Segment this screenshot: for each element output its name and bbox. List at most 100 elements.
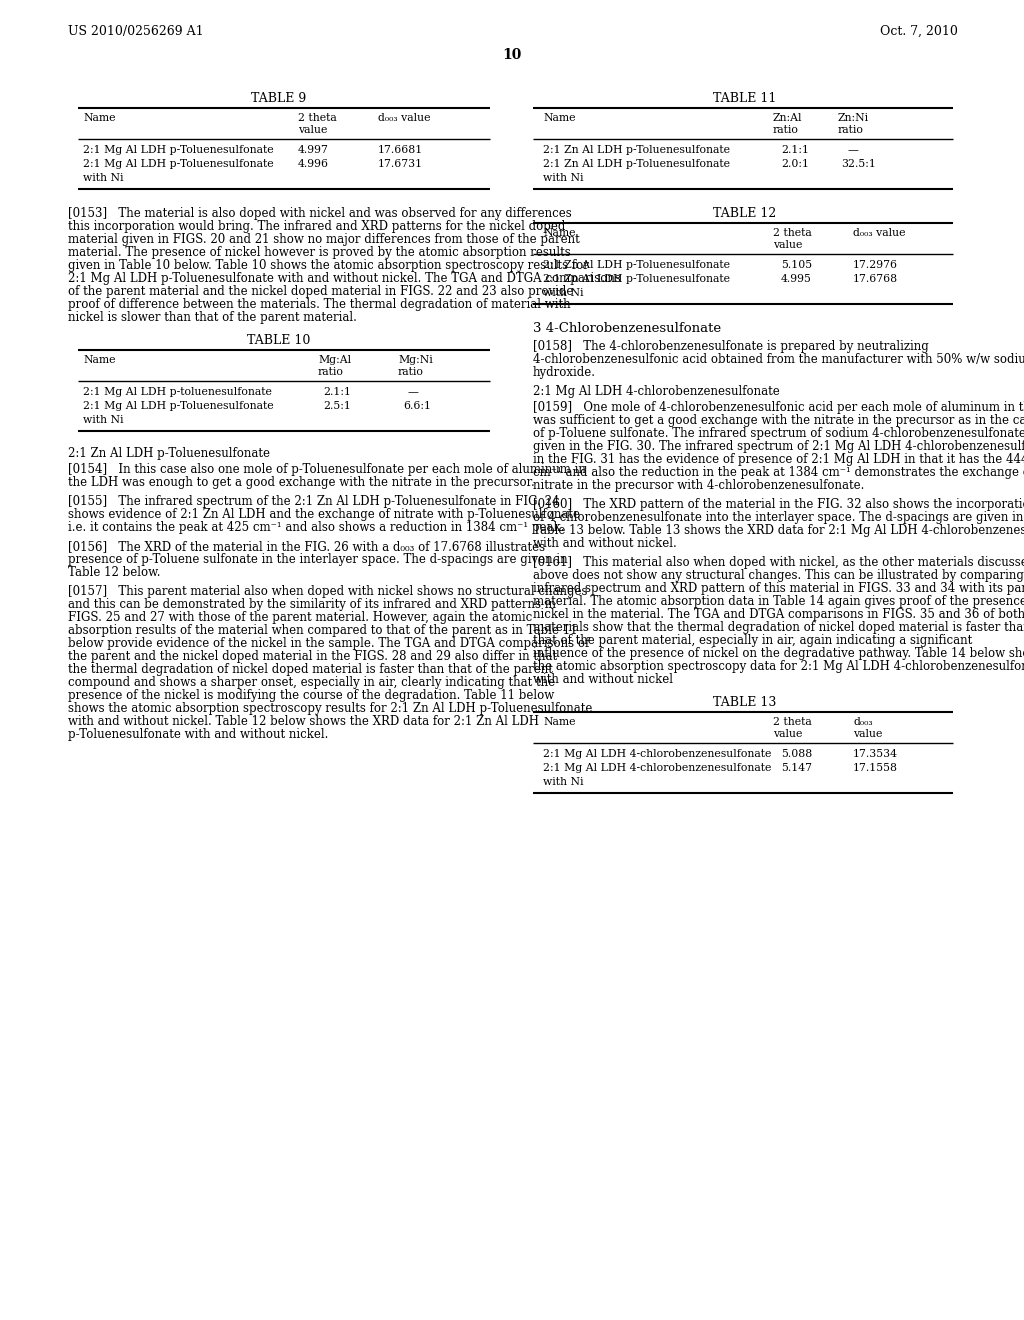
Text: absorption results of the material when compared to that of the parent as in Tab: absorption results of the material when … <box>68 624 578 638</box>
Text: d₀₀₃ value: d₀₀₃ value <box>853 228 905 238</box>
Text: 4.997: 4.997 <box>298 145 329 154</box>
Text: the parent and the nickel doped material in the FIGS. 28 and 29 also differ in t: the parent and the nickel doped material… <box>68 649 557 663</box>
Text: Name: Name <box>83 355 116 366</box>
Text: with Ni: with Ni <box>543 173 584 183</box>
Text: 2:1 Zn Al LDH p-Toluenesulfonate: 2:1 Zn Al LDH p-Toluenesulfonate <box>543 145 730 154</box>
Text: 17.6731: 17.6731 <box>378 158 423 169</box>
Text: and this can be demonstrated by the similarity of its infrared and XRD patterns : and this can be demonstrated by the simi… <box>68 598 556 611</box>
Text: above does not show any structural changes. This can be illustrated by comparing: above does not show any structural chang… <box>534 569 1024 582</box>
Text: of the parent material and the nickel doped material in FIGS. 22 and 23 also pro: of the parent material and the nickel do… <box>68 285 573 298</box>
Text: 2:1 Mg Al LDH 4-chlorobenzenesulfonate: 2:1 Mg Al LDH 4-chlorobenzenesulfonate <box>543 763 771 774</box>
Text: 5.147: 5.147 <box>781 763 812 774</box>
Text: 2:1 Zn Al LDH p-Toluenesulfonate: 2:1 Zn Al LDH p-Toluenesulfonate <box>543 260 730 271</box>
Text: 17.1558: 17.1558 <box>853 763 898 774</box>
Text: 32.5:1: 32.5:1 <box>841 158 876 169</box>
Text: 17.6681: 17.6681 <box>378 145 423 154</box>
Text: cm⁻¹ and also the reduction in the peak at 1384 cm⁻¹ demonstrates the exchange o: cm⁻¹ and also the reduction in the peak … <box>534 466 1024 479</box>
Text: 2:1 Zn Al LDH p-Toluenesulfonate: 2:1 Zn Al LDH p-Toluenesulfonate <box>543 275 730 284</box>
Text: nickel in the material. The TGA and DTGA comparisons in FIGS. 35 and 36 of both : nickel in the material. The TGA and DTGA… <box>534 609 1024 620</box>
Text: value: value <box>298 125 328 135</box>
Text: value: value <box>853 729 883 739</box>
Text: 2:1 Zn Al LDH p-Toluenesulfonate: 2:1 Zn Al LDH p-Toluenesulfonate <box>68 447 270 459</box>
Text: was sufficient to get a good exchange with the nitrate in the precursor as in th: was sufficient to get a good exchange wi… <box>534 414 1024 426</box>
Text: in the FIG. 31 has the evidence of presence of 2:1 Mg Al LDH in that it has the : in the FIG. 31 has the evidence of prese… <box>534 453 1024 466</box>
Text: material given in FIGS. 20 and 21 show no major differences from those of the pa: material given in FIGS. 20 and 21 show n… <box>68 234 580 246</box>
Text: materials show that the thermal degradation of nickel doped material is faster t: materials show that the thermal degradat… <box>534 620 1024 634</box>
Text: 4-chlorobenzenesulfonic acid obtained from the manufacturer with 50% w/w sodium: 4-chlorobenzenesulfonic acid obtained fr… <box>534 352 1024 366</box>
Text: FIGS. 25 and 27 with those of the parent material. However, again the atomic: FIGS. 25 and 27 with those of the parent… <box>68 611 532 624</box>
Text: d₀₀₃: d₀₀₃ <box>853 717 872 727</box>
Text: nitrate in the precursor with 4-chlorobenzenesulfonate.: nitrate in the precursor with 4-chlorobe… <box>534 479 864 492</box>
Text: TABLE 12: TABLE 12 <box>714 207 776 220</box>
Text: shows evidence of 2:1 Zn Al LDH and the exchange of nitrate with p-Toluenesulfon: shows evidence of 2:1 Zn Al LDH and the … <box>68 508 580 521</box>
Text: ratio: ratio <box>318 367 344 378</box>
Text: Name: Name <box>83 114 116 123</box>
Text: given in the FIG. 30. The infrared spectrum of 2:1 Mg Al LDH 4-chlorobenzenesulf: given in the FIG. 30. The infrared spect… <box>534 440 1024 453</box>
Text: 2 theta: 2 theta <box>773 228 812 238</box>
Text: 6.6:1: 6.6:1 <box>403 401 431 411</box>
Text: 10: 10 <box>503 48 521 62</box>
Text: ratio: ratio <box>398 367 424 378</box>
Text: with Ni: with Ni <box>543 288 584 298</box>
Text: with and without nickel. Table 12 below shows the XRD data for 2:1 Zn Al LDH: with and without nickel. Table 12 below … <box>68 715 539 729</box>
Text: Name: Name <box>543 114 575 123</box>
Text: with Ni: with Ni <box>83 173 124 183</box>
Text: 3 4-Chlorobenzenesulfonate: 3 4-Chlorobenzenesulfonate <box>534 322 721 335</box>
Text: 2:1 Mg Al LDH 4-chlorobenzenesulfonate: 2:1 Mg Al LDH 4-chlorobenzenesulfonate <box>534 385 779 399</box>
Text: 2:1 Mg Al LDH 4-chlorobenzenesulfonate: 2:1 Mg Al LDH 4-chlorobenzenesulfonate <box>543 748 771 759</box>
Text: this incorporation would bring. The infrared and XRD patterns for the nickel dop: this incorporation would bring. The infr… <box>68 220 565 234</box>
Text: value: value <box>773 729 803 739</box>
Text: 2:1 Mg Al LDH p-Toluenesulfonate: 2:1 Mg Al LDH p-Toluenesulfonate <box>83 401 273 411</box>
Text: [0160]   The XRD pattern of the material in the FIG. 32 also shows the incorpora: [0160] The XRD pattern of the material i… <box>534 498 1024 511</box>
Text: Name: Name <box>543 717 575 727</box>
Text: —: — <box>848 145 859 154</box>
Text: TABLE 10: TABLE 10 <box>248 334 310 347</box>
Text: Mg:Al: Mg:Al <box>318 355 351 366</box>
Text: 2 theta: 2 theta <box>773 717 812 727</box>
Text: TABLE 11: TABLE 11 <box>714 92 776 106</box>
Text: Table 13 below. Table 13 shows the XRD data for 2:1 Mg Al LDH 4-chlorobenzenesul: Table 13 below. Table 13 shows the XRD d… <box>534 524 1024 537</box>
Text: Table 12 below.: Table 12 below. <box>68 566 161 579</box>
Text: Name: Name <box>543 228 575 238</box>
Text: 2.1:1: 2.1:1 <box>781 145 809 154</box>
Text: 2:1 Mg Al LDH p-Toluenesulfonate: 2:1 Mg Al LDH p-Toluenesulfonate <box>83 158 273 169</box>
Text: hydroxide.: hydroxide. <box>534 366 596 379</box>
Text: ratio: ratio <box>838 125 864 135</box>
Text: 2.1:1: 2.1:1 <box>323 387 351 397</box>
Text: p-Toluenesulfonate with and without nickel.: p-Toluenesulfonate with and without nick… <box>68 729 329 741</box>
Text: [0156]   The XRD of the material in the FIG. 26 with a d₀₀₃ of 17.6768 illustrat: [0156] The XRD of the material in the FI… <box>68 540 545 553</box>
Text: [0158]   The 4-chlorobenzenesulfonate is prepared by neutralizing: [0158] The 4-chlorobenzenesulfonate is p… <box>534 341 929 352</box>
Text: TABLE 9: TABLE 9 <box>251 92 306 106</box>
Text: [0159]   One mole of 4-chlorobenzenesulfonic acid per each mole of aluminum in t: [0159] One mole of 4-chlorobenzenesulfon… <box>534 401 1024 414</box>
Text: Zn:Ni: Zn:Ni <box>838 114 869 123</box>
Text: with and without nickel.: with and without nickel. <box>534 537 677 550</box>
Text: the atomic absorption spectroscopy data for 2:1 Mg Al LDH 4-chlorobenzenesulfona: the atomic absorption spectroscopy data … <box>534 660 1024 673</box>
Text: Oct. 7, 2010: Oct. 7, 2010 <box>880 25 958 38</box>
Text: 2:1 Mg Al LDH p-toluenesulfonate: 2:1 Mg Al LDH p-toluenesulfonate <box>83 387 272 397</box>
Text: 2.0:1: 2.0:1 <box>781 158 809 169</box>
Text: nickel is slower than that of the parent material.: nickel is slower than that of the parent… <box>68 312 357 323</box>
Text: of p-Toluene sulfonate. The infrared spectrum of sodium 4-chlorobenzenesulfonate: of p-Toluene sulfonate. The infrared spe… <box>534 426 1024 440</box>
Text: 4.995: 4.995 <box>781 275 812 284</box>
Text: US 2010/0256269 A1: US 2010/0256269 A1 <box>68 25 204 38</box>
Text: 2 theta: 2 theta <box>298 114 337 123</box>
Text: with Ni: with Ni <box>83 414 124 425</box>
Text: [0161]   This material also when doped with nickel, as the other materials discu: [0161] This material also when doped wit… <box>534 556 1024 569</box>
Text: the LDH was enough to get a good exchange with the nitrate in the precursor.: the LDH was enough to get a good exchang… <box>68 477 535 488</box>
Text: value: value <box>773 240 803 249</box>
Text: d₀₀₃ value: d₀₀₃ value <box>378 114 430 123</box>
Text: material. The atomic absorption data in Table 14 again gives proof of the presen: material. The atomic absorption data in … <box>534 595 1024 609</box>
Text: influence of the presence of nickel on the degradative pathway. Table 14 below s: influence of the presence of nickel on t… <box>534 647 1024 660</box>
Text: [0157]   This parent material also when doped with nickel shows no structural ch: [0157] This parent material also when do… <box>68 585 588 598</box>
Text: material. The presence of nickel however is proved by the atomic absorption resu: material. The presence of nickel however… <box>68 246 570 259</box>
Text: 17.6768: 17.6768 <box>853 275 898 284</box>
Text: shows the atomic absorption spectroscopy results for 2:1 Zn Al LDH p-Toluenesulf: shows the atomic absorption spectroscopy… <box>68 702 592 715</box>
Text: [0155]   The infrared spectrum of the 2:1 Zn Al LDH p-Toluenesulfonate in FIG. 2: [0155] The infrared spectrum of the 2:1 … <box>68 495 559 508</box>
Text: that of the parent material, especially in air, again indicating a significant: that of the parent material, especially … <box>534 634 972 647</box>
Text: [0153]   The material is also doped with nickel and was observed for any differe: [0153] The material is also doped with n… <box>68 207 571 220</box>
Text: of 4-chlorobenzenesulfonate into the interlayer space. The d-spacings are given : of 4-chlorobenzenesulfonate into the int… <box>534 511 1023 524</box>
Text: [0154]   In this case also one mole of p-Toluenesulfonate per each mole of alumi: [0154] In this case also one mole of p-T… <box>68 463 586 477</box>
Text: with Ni: with Ni <box>543 777 584 787</box>
Text: below provide evidence of the nickel in the sample. The TGA and DTGA comparisons: below provide evidence of the nickel in … <box>68 638 589 649</box>
Text: infrared spectrum and XRD pattern of this material in FIGS. 33 and 34 with its p: infrared spectrum and XRD pattern of thi… <box>534 582 1024 595</box>
